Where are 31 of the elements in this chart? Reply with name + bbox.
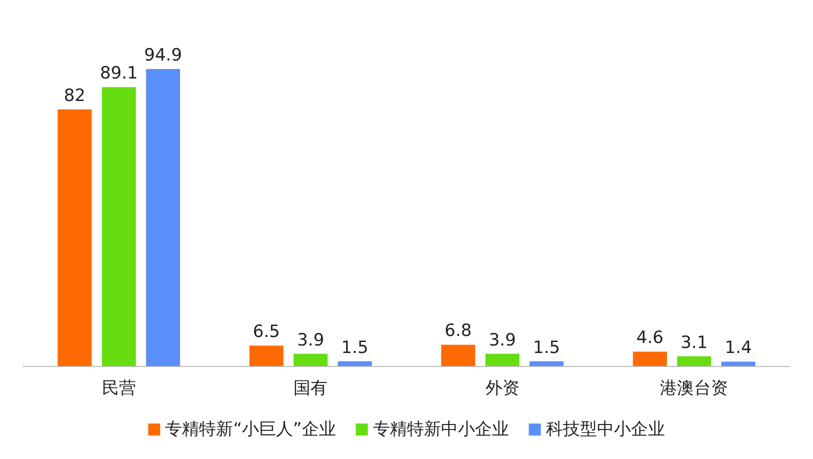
data-label: 1.5 — [533, 338, 560, 358]
bar — [530, 361, 564, 366]
bar — [294, 354, 328, 366]
x-tick-label: 民营 — [102, 378, 136, 398]
x-tick-label: 国有 — [294, 378, 328, 398]
bar — [338, 361, 372, 366]
data-label: 94.9 — [144, 45, 182, 66]
bar — [58, 109, 92, 366]
bar — [146, 68, 180, 366]
data-label: 82 — [64, 86, 86, 106]
legend-label: 专精特新中小企业 — [372, 420, 509, 440]
data-label: 1.5 — [341, 338, 368, 358]
data-label: 1.4 — [724, 338, 752, 358]
data-label: 3.9 — [297, 330, 324, 350]
bar — [102, 87, 136, 366]
bar — [632, 352, 667, 366]
data-label: 4.6 — [636, 328, 664, 348]
x-tick-label: 外资 — [485, 378, 520, 398]
bar — [721, 362, 756, 366]
x-tick-label: 港澳台资 — [660, 378, 728, 398]
data-label: 3.1 — [680, 332, 708, 353]
data-label: 3.9 — [488, 330, 516, 350]
data-label: 89.1 — [100, 64, 138, 84]
legend-label: 科技型中小企业 — [546, 420, 665, 440]
bar — [485, 354, 520, 366]
bar — [249, 346, 284, 366]
data-label: 6.5 — [252, 322, 280, 342]
bar — [677, 356, 712, 366]
legend-label: 专精特新“小巨人”企业 — [165, 420, 336, 440]
bar — [441, 344, 476, 366]
data-label: 6.8 — [444, 321, 472, 342]
